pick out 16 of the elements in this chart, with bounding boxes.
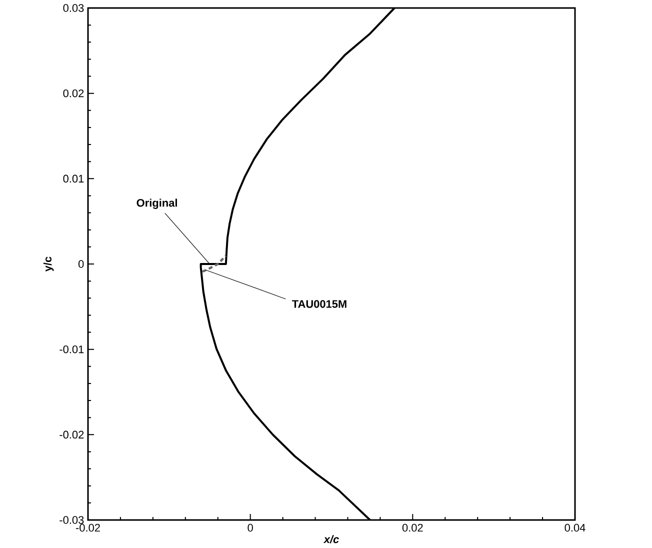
y-tick-label: 0.03 — [63, 4, 84, 12]
x-tick-label: 0.04 — [564, 524, 586, 532]
annotation: TAU0015M — [292, 300, 346, 308]
x-tick-label: 0 — [248, 524, 253, 532]
x-axis-title: x/c — [323, 535, 339, 544]
x-tick-label: 0.02 — [402, 524, 423, 532]
y-tick-label: 0.02 — [63, 89, 84, 98]
y-axis-title: y/c — [43, 256, 54, 272]
annotation: Original — [136, 198, 177, 209]
y-tick-label: -0.03 — [60, 516, 84, 524]
y-tick-label: 0 — [78, 260, 84, 268]
y-tick-label: 0.01 — [63, 174, 84, 183]
y-tick-label: -0.02 — [60, 430, 84, 439]
y-tick-label: -0.01 — [60, 345, 84, 354]
x-tick-label: -0.02 — [76, 524, 100, 532]
line-series — [201, 254, 227, 273]
